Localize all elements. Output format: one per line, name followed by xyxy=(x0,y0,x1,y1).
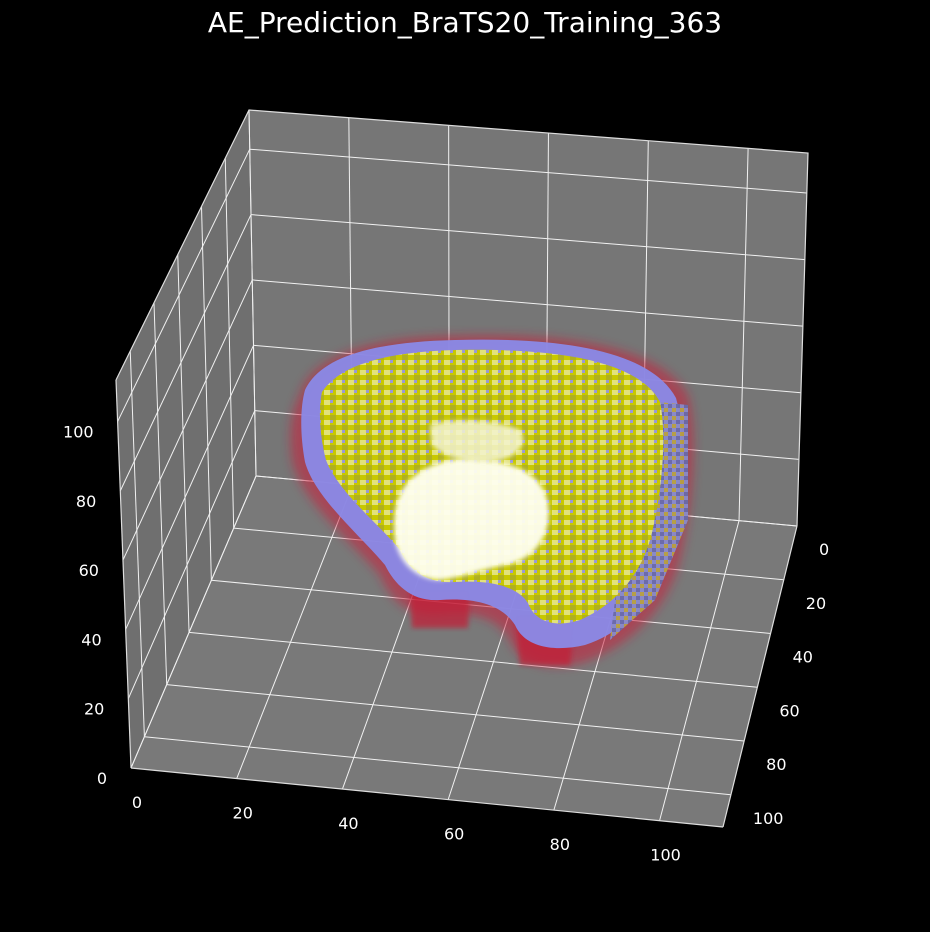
y-tick-labels: 0 20 40 60 80 100 xyxy=(753,540,829,828)
y-tick-label: 20 xyxy=(806,594,826,613)
necrotic-region xyxy=(394,459,549,580)
y-tick-label: 0 xyxy=(819,540,829,559)
tumor-volume xyxy=(290,335,694,667)
y-tick-label: 40 xyxy=(793,648,813,667)
gridline-z-left xyxy=(119,214,252,492)
gridline-x-floor xyxy=(236,484,354,779)
gridline-y-floor xyxy=(166,684,745,742)
gridline-z-left xyxy=(127,410,256,699)
gridline-z-left xyxy=(117,148,251,422)
gridline-y-floor xyxy=(144,736,731,796)
necrotic-highlight xyxy=(430,420,524,463)
x-tick-label: 100 xyxy=(650,846,681,865)
gridline-z-back xyxy=(250,214,805,261)
gridline-z-left xyxy=(130,475,257,769)
z-tick-label: 20 xyxy=(84,700,104,719)
gridline-z-left xyxy=(122,279,253,561)
gridline-x-back xyxy=(738,148,749,521)
gridline-y-left xyxy=(129,351,145,737)
gridline-y-left xyxy=(201,206,212,581)
gridline-y-left xyxy=(177,254,190,633)
gridline-z-left xyxy=(125,345,254,630)
x-tick-label: 60 xyxy=(444,825,464,844)
y-tick-label: 100 xyxy=(753,809,784,828)
pane-left xyxy=(116,110,256,768)
z-tick-label: 100 xyxy=(63,423,94,442)
gridline-y-floor xyxy=(188,631,758,688)
z-tick-labels: 0 20 40 60 80 100 xyxy=(63,423,107,788)
gridline-y-left xyxy=(248,109,257,477)
chart-title: AE_Prediction_BraTS20_Training_363 xyxy=(207,6,723,39)
z-tick-label: 40 xyxy=(81,630,101,649)
pane-edges xyxy=(115,109,809,828)
x-tick-labels: 0 20 40 60 80 100 xyxy=(132,793,681,865)
x-tick-label: 20 xyxy=(233,804,253,823)
y-tick-label: 80 xyxy=(766,755,786,774)
x-tick-label: 40 xyxy=(338,814,358,833)
z-tick-label: 60 xyxy=(79,561,99,580)
gridline-y-left xyxy=(153,302,168,685)
gridline-x-floor xyxy=(659,520,740,821)
y-tick-label: 60 xyxy=(779,701,799,720)
x-tick-label: 0 xyxy=(132,793,142,812)
gridline-z-back xyxy=(252,279,803,327)
z-tick-label: 0 xyxy=(97,769,107,788)
z-tick-label: 80 xyxy=(76,492,96,511)
x-tick-label: 80 xyxy=(550,835,570,854)
gridline-y-left xyxy=(224,158,235,529)
gridline-z-back xyxy=(249,148,807,194)
